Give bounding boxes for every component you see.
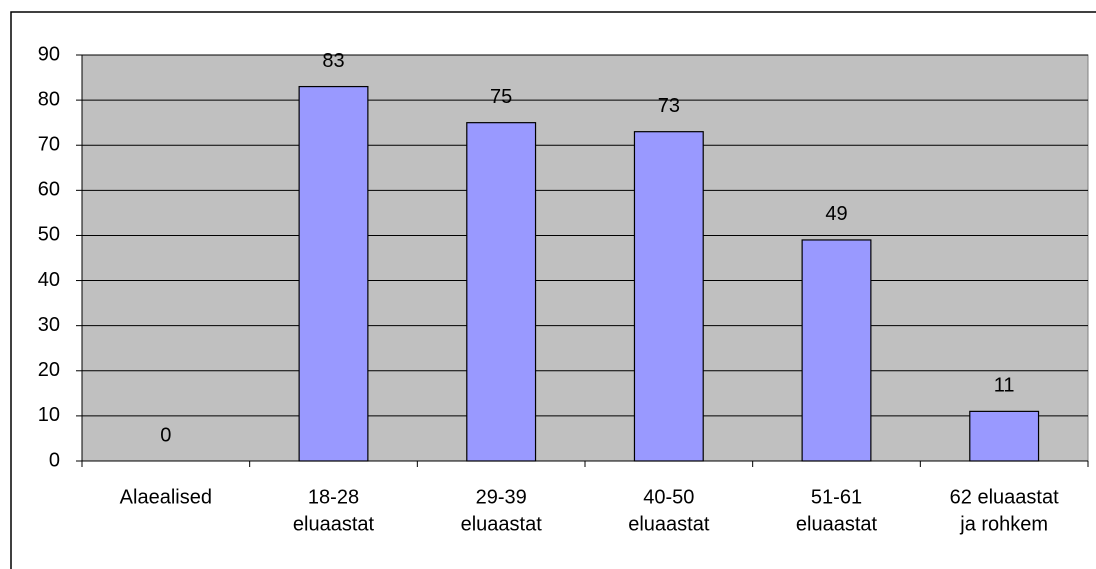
data-label: 73 xyxy=(658,95,680,117)
y-tick-label: 30 xyxy=(38,314,60,336)
bar xyxy=(801,239,872,462)
y-tick-label: 50 xyxy=(38,224,60,246)
bar xyxy=(466,122,537,462)
x-tick-label: eluaastat xyxy=(628,513,710,535)
data-label: 0 xyxy=(160,424,171,446)
data-label: 75 xyxy=(490,86,512,108)
data-label: 11 xyxy=(994,375,1015,397)
bar xyxy=(633,131,704,462)
x-tick-label: 29-39 xyxy=(476,486,527,508)
data-label: 49 xyxy=(825,203,847,225)
x-tick-label: eluaastat xyxy=(461,513,543,535)
x-tick-label: ja rohkem xyxy=(959,513,1048,535)
x-tick-label: eluaastat xyxy=(796,513,878,535)
y-tick-label: 10 xyxy=(38,404,60,426)
bar xyxy=(298,85,369,462)
x-tick-label: Alaealised xyxy=(120,486,212,508)
bar xyxy=(969,410,1040,462)
x-tick-label: 51-61 xyxy=(811,486,862,508)
y-tick-label: 60 xyxy=(38,179,60,201)
y-tick-label: 80 xyxy=(38,88,60,110)
x-tick-label: 62 eluaastat xyxy=(950,486,1059,508)
plot-area xyxy=(81,54,1089,462)
y-tick-label: 0 xyxy=(49,449,60,471)
x-tick-label: 18-28 xyxy=(308,486,359,508)
y-tick-label: 20 xyxy=(38,359,60,381)
y-tick-label: 90 xyxy=(38,43,60,65)
data-label: 83 xyxy=(322,50,344,72)
y-tick-label: 70 xyxy=(38,134,60,156)
x-tick-label: 40-50 xyxy=(643,486,694,508)
y-tick-label: 40 xyxy=(38,269,60,291)
x-tick-label: eluaastat xyxy=(293,513,375,535)
